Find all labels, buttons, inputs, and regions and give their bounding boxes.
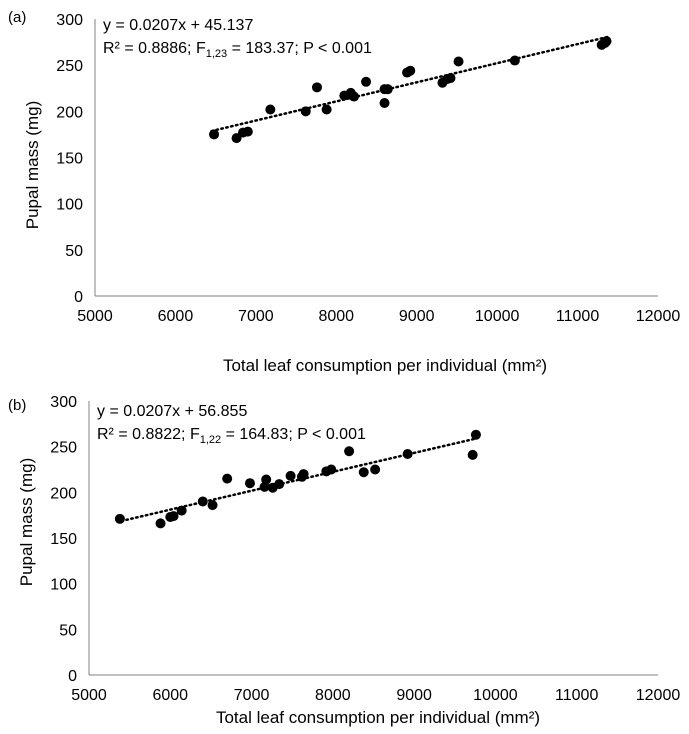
trendline: [210, 35, 611, 133]
data-point: [402, 448, 413, 459]
f-p-text: = 183.37; P < 0.001: [227, 40, 372, 57]
y-axis-label: Pupal mass (mg): [17, 458, 36, 586]
x-tick-label: 6000: [158, 308, 194, 325]
data-point: [326, 464, 337, 475]
data-point: [274, 479, 285, 490]
y-tick-label: 150: [50, 531, 77, 548]
regression-equation: y = 0.0207x + 45.137: [103, 17, 253, 34]
data-point: [370, 464, 381, 475]
y-tick-label: 300: [56, 12, 83, 29]
y-tick-label: 200: [56, 104, 83, 121]
r2-f-text: R² = 0.8886; F: [103, 40, 206, 57]
data-point: [601, 36, 612, 47]
x-tick-label: 9000: [399, 308, 435, 325]
plot-area: 0 50 100 150 200 250 300 5000 6000 7000 8000 9000 10…: [50, 394, 680, 704]
data-point: [176, 505, 187, 516]
y-tick-label: 50: [59, 622, 77, 639]
data-point: [405, 65, 416, 76]
x-tick-label: 7000: [234, 687, 270, 704]
data-point: [285, 470, 296, 481]
y-tick-label: 250: [50, 440, 77, 457]
data-point: [348, 91, 359, 102]
data-point: [261, 474, 272, 485]
data-point: [114, 513, 125, 524]
data-point: [265, 104, 276, 115]
data-point: [300, 106, 311, 117]
data-point: [168, 511, 179, 522]
data-point: [155, 518, 166, 529]
data-point: [344, 446, 355, 457]
x-tick-label: 5000: [77, 308, 113, 325]
x-axis-label: Total leaf consumption per individual (m…: [223, 356, 547, 375]
chart-panel-a: (a) y = 0.0207x + 45.137 R² = 0.8886; F1…: [8, 9, 680, 375]
data-point: [445, 73, 456, 84]
x-tick-label: 10000: [475, 308, 520, 325]
data-point: [222, 473, 233, 484]
x-axis-label: Total leaf consumption per individual (m…: [216, 708, 540, 727]
x-tick-label: 9000: [396, 687, 432, 704]
data-point: [470, 429, 481, 440]
f-p-text: = 164.83; P < 0.001: [221, 426, 366, 443]
data-point: [509, 55, 520, 66]
y-tick-label: 50: [65, 243, 83, 260]
plot-area: 0 50 100 150 200 250 300 5000 6000 7000 8000 9000 10…: [56, 12, 680, 325]
x-tick-label: 12000: [636, 687, 681, 704]
x-tick-label: 5000: [71, 687, 107, 704]
regression-equation: y = 0.0207x + 56.855: [97, 403, 247, 420]
data-point: [311, 82, 322, 93]
x-tick-label: 12000: [636, 308, 681, 325]
y-axis-label: Pupal mass (mg): [23, 101, 42, 229]
x-tick-label: 10000: [473, 687, 518, 704]
data-point: [358, 467, 369, 478]
x-tick-label: 11000: [556, 308, 599, 325]
panel-label: (a): [8, 9, 26, 26]
data-point: [321, 104, 332, 115]
y-tick-label: 0: [74, 289, 83, 306]
chart-panel-b: (b) y = 0.0207x + 56.855 R² = 0.8822; F1…: [0, 380, 689, 734]
data-point: [453, 56, 464, 67]
data-point: [361, 76, 372, 87]
data-point: [379, 98, 390, 109]
f-df-subscript: 1,22: [200, 434, 221, 446]
y-tick-label: 0: [68, 668, 77, 685]
x-tick-label: 8000: [315, 687, 351, 704]
data-point: [382, 84, 393, 95]
x-tick-label: 7000: [238, 308, 274, 325]
scatter-plot-a: (a) y = 0.0207x + 45.137 R² = 0.8886; F1…: [8, 9, 680, 375]
y-tick-label: 200: [50, 485, 77, 502]
data-point: [209, 129, 220, 140]
y-tick-label: 300: [50, 394, 77, 411]
regression-stats: R² = 0.8822; F1,22 = 164.83; P < 0.001: [97, 426, 366, 446]
data-point: [207, 500, 218, 511]
x-tick-label: 11000: [555, 687, 598, 704]
y-tick-label: 250: [56, 58, 83, 75]
data-point: [244, 478, 255, 489]
panel-label: (b): [8, 397, 26, 414]
r2-f-text: R² = 0.8822; F: [97, 426, 200, 443]
data-point: [298, 469, 309, 480]
scatter-plot-b: (b) y = 0.0207x + 56.855 R² = 0.8822; F1…: [8, 394, 680, 727]
y-tick-label: 100: [50, 577, 77, 594]
y-tick-label: 150: [56, 151, 83, 168]
x-tick-label: 6000: [152, 687, 188, 704]
f-df-subscript: 1,23: [206, 48, 227, 60]
regression-stats: R² = 0.8886; F1,23 = 183.37; P < 0.001: [103, 40, 372, 60]
x-tick-label: 8000: [318, 308, 354, 325]
y-tick-label: 100: [56, 197, 83, 214]
data-point: [242, 126, 253, 137]
data-point: [197, 496, 208, 507]
data-point: [467, 449, 478, 460]
